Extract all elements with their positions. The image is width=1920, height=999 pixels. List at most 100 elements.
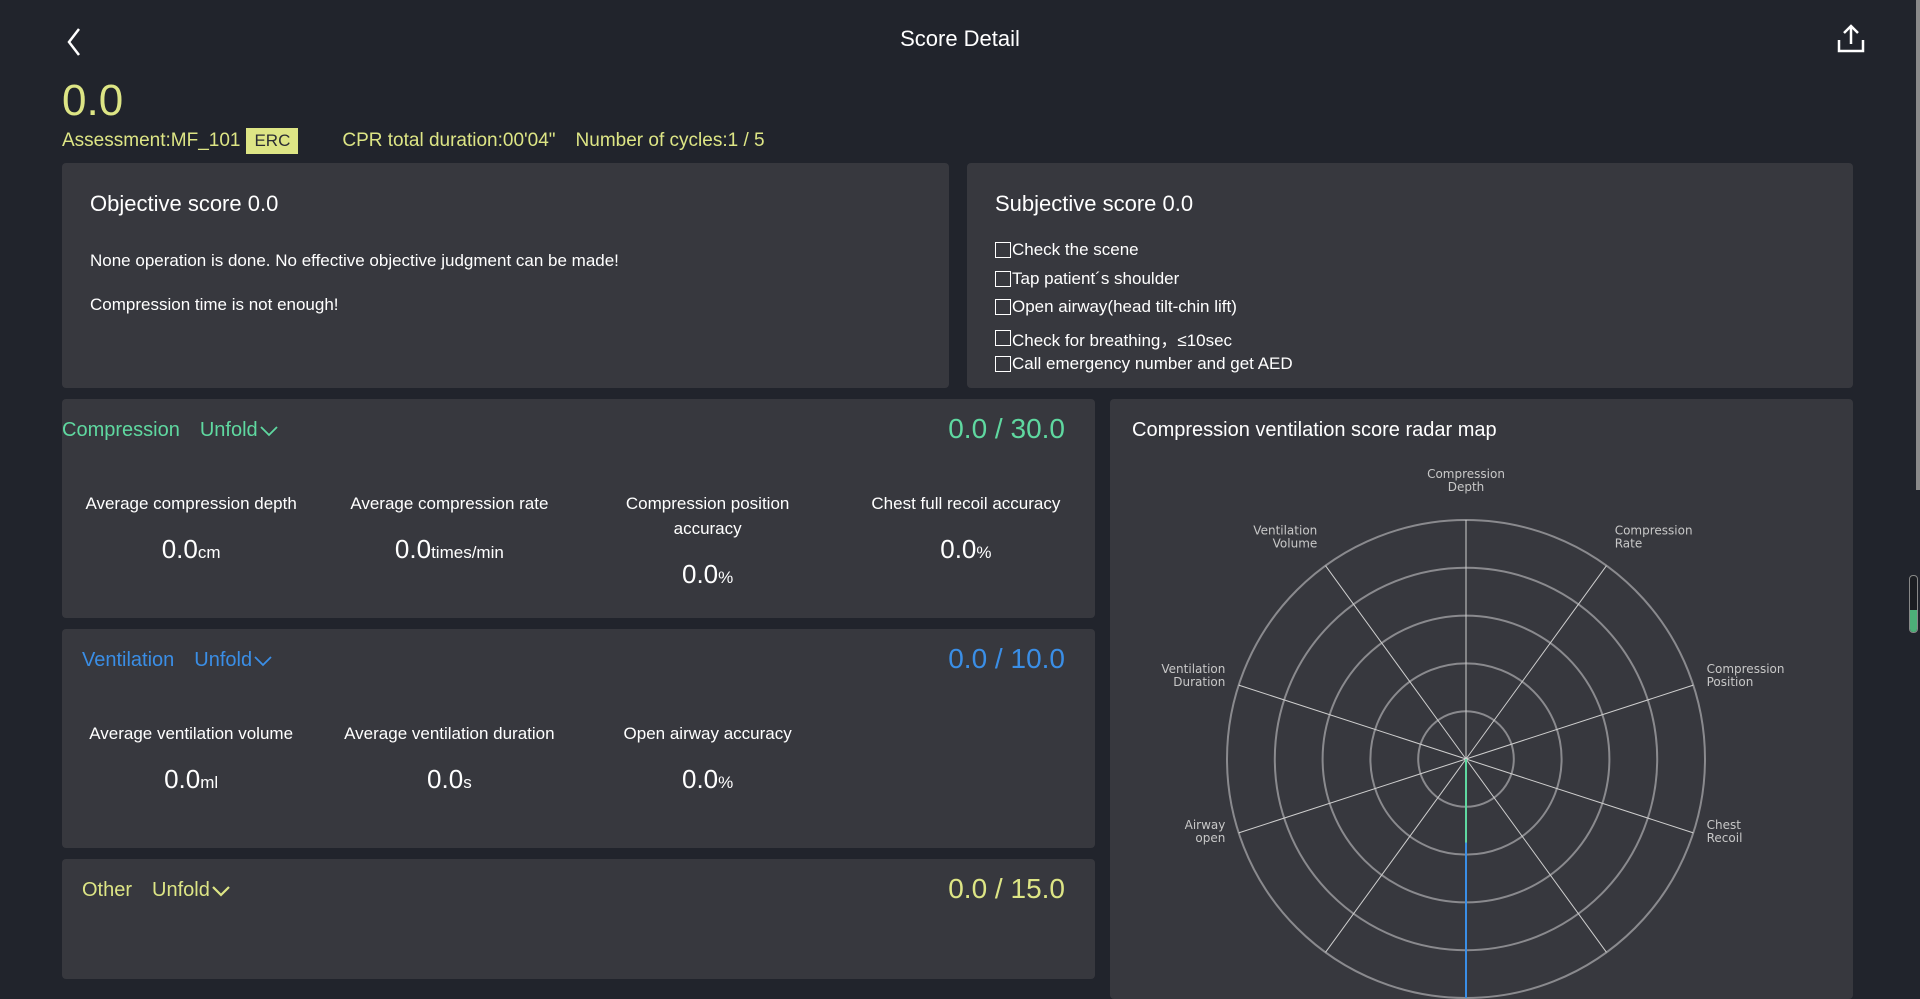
stat-label: Average compression depth — [85, 494, 297, 513]
ventilation-unfold-button[interactable]: Unfold — [194, 649, 274, 672]
checkbox[interactable] — [995, 356, 1011, 372]
chevron-down-icon — [212, 885, 230, 897]
stat-item: Average ventilation duration 0.0s — [320, 721, 578, 795]
unfold-label: Unfold — [199, 419, 258, 441]
stat-value: 0.0s — [320, 764, 578, 795]
score: 0.0 — [948, 873, 988, 904]
radar-axis-label: Compression — [1707, 662, 1785, 676]
radar-axis-label: Ventilation — [1253, 523, 1317, 537]
radar-axis — [1238, 758, 1467, 834]
stat-label: Average ventilation duration — [344, 724, 555, 743]
value: 0.0 — [164, 764, 201, 794]
radar-axis-label: Volume — [1273, 536, 1318, 550]
cpr-duration: CPR total duration:00'04" — [342, 130, 556, 151]
score: 0.0 — [948, 643, 988, 674]
chevron-down-icon — [260, 425, 278, 436]
cycles-count: Number of cycles:1 / 5 — [575, 130, 765, 151]
stat-item: Average compression rate 0.0times/min — [320, 491, 578, 590]
checkbox[interactable] — [995, 330, 1011, 346]
other-header: Other Unfold — [82, 879, 232, 902]
checkbox[interactable] — [995, 299, 1011, 315]
radar-axis-label: Ventilation — [1161, 662, 1225, 676]
other-unfold-button[interactable]: Unfold — [152, 879, 232, 902]
unit: % — [976, 543, 992, 562]
radar-axis-label: Rate — [1615, 536, 1643, 550]
ventilation-card: Ventilation Unfold 0.0 / 10.0 Average ve… — [62, 629, 1095, 848]
compression-header: Compression Unfold — [62, 419, 280, 442]
subjective-checkbox-item[interactable]: Check the scene — [995, 240, 1139, 260]
stat-value: 0.0times/min — [320, 534, 578, 565]
radar-title: Compression ventilation score radar map — [1132, 419, 1497, 441]
ventilation-header: Ventilation Unfold — [82, 649, 274, 672]
radar-axis-label: Depth — [1448, 480, 1485, 494]
radar-card: Compression ventilation score radar map … — [1110, 399, 1853, 999]
radar-axis — [1465, 758, 1607, 953]
subjective-checkbox-item[interactable]: Check for breathing，≤10sec — [995, 326, 1232, 351]
stat-value: 0.0cm — [62, 534, 320, 565]
radar-axis — [1465, 758, 1694, 834]
subjective-checkbox-item[interactable]: Call emergency number and get AED — [995, 354, 1293, 374]
unfold-label: Unfold — [152, 879, 210, 901]
checkbox-label: Call emergency number and get AED — [1012, 354, 1293, 373]
stat-value: 0.0% — [579, 559, 837, 590]
max-score: 30.0 — [1010, 413, 1066, 444]
value: 0.0 — [681, 764, 719, 794]
subjective-title: Subjective score 0.0 — [995, 191, 1194, 216]
back-chevron-icon[interactable] — [60, 24, 90, 60]
stat-label: Average compression rate — [350, 494, 549, 513]
objective-message: None operation is done. No effective obj… — [90, 251, 619, 270]
stat-item: Chest full recoil accuracy 0.0% — [837, 491, 1095, 590]
radar-axis-label: Chest — [1707, 818, 1742, 832]
radar-axis-label: Position — [1707, 675, 1754, 689]
unfold-label: Unfold — [194, 649, 253, 671]
stat-value: 0.0ml — [62, 764, 320, 795]
compression-total: 0.0 / 30.0 — [948, 413, 1066, 444]
radar-axis-label: open — [1195, 831, 1225, 845]
value: 0.0 — [681, 559, 719, 589]
checkbox[interactable] — [995, 270, 1011, 287]
chevron-down-icon — [254, 655, 272, 666]
compression-unfold-button[interactable]: Unfold — [200, 419, 280, 442]
level-indicator — [1909, 575, 1918, 633]
compression-card: Compression Unfold 0.0 / 30.0 Average co… — [62, 399, 1095, 618]
max-score: 15.0 — [1010, 873, 1066, 904]
radar-axis-label: Duration — [1173, 675, 1225, 689]
radar-axis — [1325, 758, 1467, 953]
total-score: 0.0 — [62, 76, 124, 125]
page-title: Score Detail — [900, 26, 1020, 51]
stat-label: Open airway accuracy — [623, 724, 792, 743]
radar-axis — [1465, 565, 1607, 760]
unit: cm — [197, 543, 221, 562]
stat-label: Compression position accuracy — [625, 494, 790, 538]
checkbox-label: Check the scene — [1012, 240, 1139, 259]
radar-axis-label: Airway — [1185, 818, 1226, 832]
subjective-checkbox-item[interactable]: Tap patient´s shoulder — [995, 269, 1179, 289]
radar-axis — [1325, 565, 1467, 760]
stat-value: 0.0% — [579, 764, 837, 795]
other-total: 0.0 / 15.0 — [948, 873, 1066, 904]
objective-title: Objective score 0.0 — [90, 191, 279, 216]
subjective-checkbox-item[interactable]: Open airway(head tilt-chin lift) — [995, 297, 1237, 317]
checkbox[interactable] — [995, 242, 1011, 258]
score: 0.0 — [948, 413, 988, 444]
checkbox-label: Check for breathing，≤10sec — [1012, 330, 1233, 350]
radar-axis-label: Compression — [1615, 523, 1693, 537]
unit: % — [718, 568, 734, 587]
standard-badge: ERC — [246, 128, 299, 154]
stat-value: 0.0% — [837, 534, 1095, 565]
unit: times/min — [431, 543, 504, 562]
radar-axis — [1465, 684, 1694, 760]
ventilation-total: 0.0 / 10.0 — [948, 643, 1065, 674]
objective-message: Compression time is not enough! — [90, 295, 339, 314]
ventilation-label: Ventilation — [82, 649, 175, 671]
unit: % — [718, 773, 734, 792]
stat-label: Chest full recoil accuracy — [871, 494, 1061, 513]
checkbox-label: Open airway(head tilt-chin lift) — [1012, 297, 1237, 316]
share-upload-icon[interactable] — [1834, 22, 1868, 56]
stat-label: Average ventilation volume — [89, 724, 294, 743]
radar-axis-label: Recoil — [1707, 831, 1743, 845]
value: 0.0 — [427, 764, 464, 794]
radar-axis-label: Compression — [1427, 467, 1505, 481]
objective-score-card: Objective score 0.0 None operation is do… — [62, 163, 949, 388]
page-scrollbar-thumb[interactable] — [1916, 0, 1920, 490]
